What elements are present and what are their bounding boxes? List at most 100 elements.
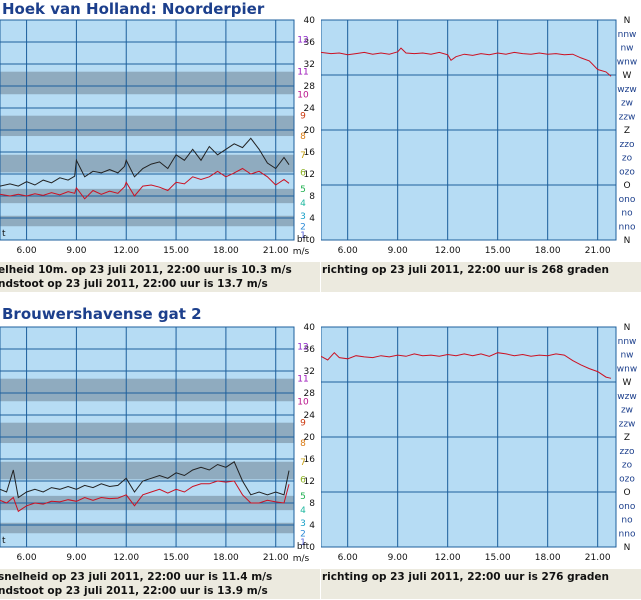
wind-direction-caption: richting op 23 juli 2011, 22:00 uur is 2… <box>322 571 610 583</box>
bft-tick-label: 10 <box>297 397 309 407</box>
wind-gust-caption: ndstoot op 23 juli 2011, 22:00 uur is 13… <box>0 278 268 290</box>
direction-tick-label: zo <box>622 154 633 164</box>
x-tick-label: 15.00 <box>163 553 189 563</box>
bft-tick-label: 6 <box>300 168 306 178</box>
x-tick-label: 9.00 <box>66 553 86 563</box>
bft-tick-label: 11 <box>297 375 308 385</box>
wind-speed-line <box>0 167 290 200</box>
x-tick-label: 21.00 <box>263 246 289 256</box>
x-tick-label: 18.00 <box>213 553 239 563</box>
direction-tick-label: ozo <box>619 474 635 484</box>
direction-tick-label: wzw <box>617 392 636 402</box>
wind-direction-line <box>321 47 612 77</box>
direction-tick-label: O <box>623 181 630 191</box>
bft-unit-label: bft <box>297 235 310 245</box>
ms-tick-label: 0 <box>309 236 315 246</box>
direction-tick-label: N <box>624 236 631 246</box>
direction-tick-label: N <box>624 323 631 333</box>
direction-tick-label: no <box>621 516 633 526</box>
x-tick-label: 6.00 <box>17 553 37 563</box>
direction-tick-label: W <box>623 378 632 388</box>
bft-tick-label: 9 <box>300 112 306 122</box>
ms-tick-label: 12 <box>304 477 315 487</box>
wind-speed-line <box>0 480 290 513</box>
ms-tick-label: 40 <box>304 16 316 26</box>
x-tick-label: 18.00 <box>535 246 561 256</box>
bft-tick-label: 12 <box>297 35 308 45</box>
direction-tick-label: zzw <box>619 112 636 122</box>
bft-tick-label: 5 <box>300 492 306 502</box>
ms-tick-label: 28 <box>304 82 316 92</box>
ms-tick-label: 4 <box>309 214 315 224</box>
direction-tick-label: nnw <box>618 337 637 347</box>
wind-gust-caption: ndstoot op 23 juli 2011, 22:00 uur is 13… <box>0 585 268 597</box>
ms-tick-label: 40 <box>304 323 316 333</box>
x-tick-label: 21.00 <box>585 553 611 563</box>
wind-speed-chart-brouwershavense-gat: 6.00 9.00 12.00 15.00 18.00 21.00048121620242… <box>0 323 316 564</box>
x-tick-label: 9.00 <box>66 246 86 256</box>
direction-tick-label: O <box>623 488 630 498</box>
bft-tick-label: 10 <box>297 90 309 100</box>
bft-tick-label: 2 <box>300 222 306 232</box>
direction-tick-label: N <box>624 543 631 553</box>
direction-tick-label: no <box>621 209 633 219</box>
direction-tick-label: zzo <box>620 447 635 457</box>
direction-tick-label: wzw <box>617 85 636 95</box>
x-tick-label: 12.00 <box>113 246 139 256</box>
wind-gust-line <box>0 137 290 187</box>
bft-tick-label: 12 <box>297 342 308 352</box>
wind-gust-line <box>0 461 290 499</box>
beaufort-band <box>0 71 294 95</box>
x-tick-label: 15.00 <box>485 553 511 563</box>
bft-tick-label: 8 <box>300 439 306 449</box>
direction-tick-label: N <box>624 16 631 26</box>
x-tick-label: 9.00 <box>388 553 408 563</box>
station-title-2: Brouwershavense gat 2 <box>2 305 202 323</box>
bft-tick-label: 11 <box>297 68 308 78</box>
beaufort-band <box>0 154 294 173</box>
beaufort-band <box>0 461 294 480</box>
direction-tick-label: zw <box>621 99 633 109</box>
x-tick-label: 15.00 <box>485 246 511 256</box>
wind-direction-caption: richting op 23 juli 2011, 22:00 uur is 2… <box>322 264 610 276</box>
ms-tick-label: 24 <box>304 104 316 114</box>
x-tick-label: 9.00 <box>388 246 408 256</box>
ms-tick-label: 8 <box>309 499 315 509</box>
bft-tick-label: 7 <box>300 458 306 468</box>
x-tick-label: 6.00 <box>338 246 358 256</box>
beaufort-band <box>0 378 294 402</box>
direction-tick-label: wnw <box>617 364 637 374</box>
wind-direction-line <box>321 351 612 379</box>
bft-tick-label: 3 <box>300 519 306 529</box>
x-tick-label: 6.00 <box>338 553 358 563</box>
plot-border <box>0 19 295 241</box>
x-tick-label: 6.00 <box>17 246 37 256</box>
direction-tick-label: ono <box>619 195 636 205</box>
speed-caption-brouwershavense-gat: snelheid op 23 juli 2011, 22:00 uur is 1… <box>0 569 320 599</box>
wind-speed-chart-hoek-van-holland: 6.00 9.00 12.00 15.00 18.00 21.00048121620242… <box>0 16 316 257</box>
ms-tick-label: 20 <box>304 433 316 443</box>
x-tick-label: 12.00 <box>435 246 461 256</box>
wind-speed-caption: elheid 10m. op 23 juli 2011, 22:00 uur i… <box>0 264 292 276</box>
ms-tick-label: 32 <box>304 60 315 70</box>
bft-tick-label: 8 <box>300 132 306 142</box>
ms-unit-label: m/s <box>293 247 310 257</box>
bft-tick-label: 1 <box>300 538 306 548</box>
direction-tick-label: Z <box>624 433 630 443</box>
ms-tick-label: 28 <box>304 389 316 399</box>
beaufort-band <box>0 522 294 534</box>
corner-label: t <box>2 229 6 239</box>
ms-tick-label: 36 <box>304 345 316 355</box>
bft-tick-label: 7 <box>300 151 306 161</box>
ms-tick-label: 20 <box>304 126 316 136</box>
x-tick-label: 21.00 <box>263 553 289 563</box>
direction-caption-brouwershavense-gat: richting op 23 juli 2011, 22:00 uur is 2… <box>321 569 641 599</box>
direction-tick-label: Z <box>624 126 630 136</box>
ms-tick-label: 12 <box>304 170 315 180</box>
direction-caption-hoek-van-holland: richting op 23 juli 2011, 22:00 uur is 2… <box>321 262 641 292</box>
beaufort-band <box>0 422 294 444</box>
ms-tick-label: 32 <box>304 367 315 377</box>
plot-border <box>321 326 617 548</box>
bft-tick-label: 5 <box>300 185 306 195</box>
